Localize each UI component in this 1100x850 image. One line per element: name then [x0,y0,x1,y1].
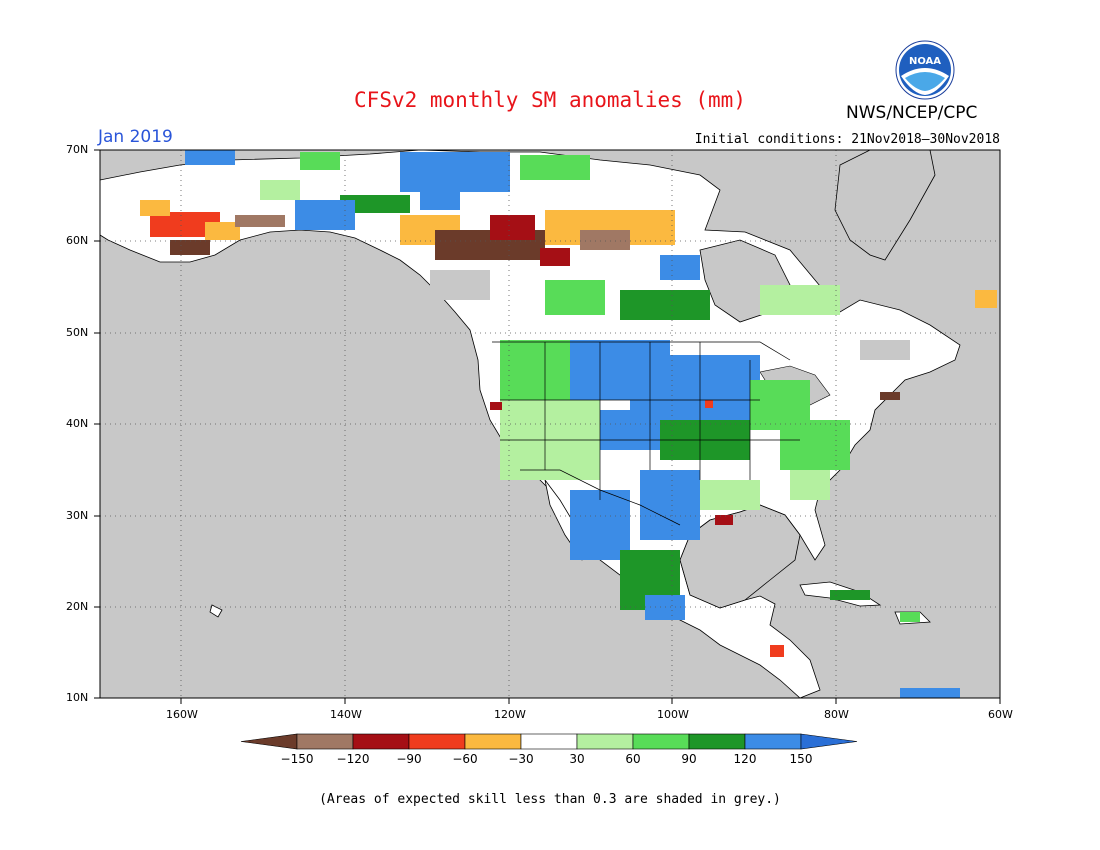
colorbar-label: 150 [789,752,813,766]
colorbar-label: −90 [396,752,422,766]
colorbar-label: 90 [681,752,697,766]
lon-label-60w: 60W [988,708,1013,721]
noaa-logo: NOAA [895,40,955,100]
colorbar-arrow-low [240,733,298,750]
colorbar-swatch [520,733,578,750]
colorbar-label: 120 [733,752,757,766]
colorbar-swatch [296,733,354,750]
colorbar-swatch [464,733,522,750]
initial-conditions: Initial conditions: 21Nov2018–30Nov2018 [694,132,1000,147]
lat-label-70n: 70N [66,143,89,156]
map-title: CFSv2 monthly SM anomalies (mm) [354,88,746,112]
colorbar-swatch [688,733,746,750]
lon-label-80w: 80W [824,708,849,721]
lat-label-40n: 40N [66,417,89,430]
colorbar-swatch [352,733,410,750]
colorbar-swatch [632,733,690,750]
lat-label-20n: 20N [66,600,89,613]
lat-label-10n: 10N [66,691,89,704]
hawaii-land [209,604,223,618]
colorbar-label: −120 [336,752,370,766]
colorbar-label: −30 [508,752,534,766]
lat-label-30n: 30N [66,509,89,522]
colorbar-label: −150 [280,752,314,766]
anomaly-cells [140,150,997,698]
colorbar-label: −60 [452,752,478,766]
skill-footnote: (Areas of expected skill less than 0.3 a… [319,792,781,807]
lon-label-140w: 140W [330,708,362,721]
tick-marks [94,149,1001,704]
colorbar-swatch [744,733,802,750]
forecast-month: Jan 2019 [98,127,173,147]
graticule [100,150,1000,698]
lon-label-100w: 100W [657,708,689,721]
political-borders [492,341,800,526]
colorbar [240,733,858,750]
lat-label-60n: 60N [66,234,89,247]
lat-label-50n: 50N [66,326,89,339]
colorbar-swatch [408,733,466,750]
agency-label: NWS/NCEP/CPC [846,103,978,123]
colorbar-label: 60 [625,752,641,766]
lon-label-120w: 120W [494,708,526,721]
lon-label-160w: 160W [166,708,198,721]
colorbar-swatch [576,733,634,750]
gulf-of-mexico [679,504,801,609]
colorbar-label: 30 [569,752,585,766]
logo-text: NOAA [909,56,941,67]
colorbar-arrow-high [800,733,858,750]
